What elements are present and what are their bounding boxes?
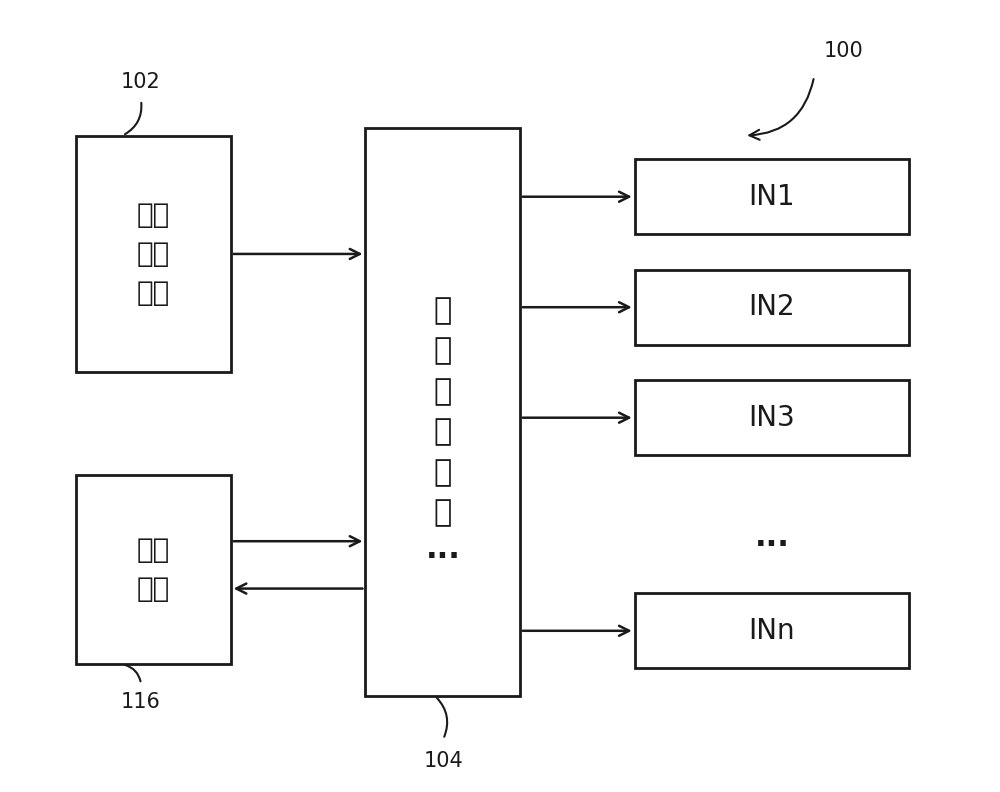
Text: 116: 116 bbox=[121, 692, 161, 712]
Bar bbox=[635, 593, 909, 668]
Bar bbox=[76, 135, 231, 372]
Text: 燃
料
控
制
单
元: 燃 料 控 制 单 元 bbox=[434, 296, 452, 527]
Text: 100: 100 bbox=[824, 40, 864, 60]
Bar bbox=[635, 159, 909, 234]
Bar bbox=[635, 270, 909, 345]
Text: IN3: IN3 bbox=[748, 404, 795, 432]
Text: IN1: IN1 bbox=[748, 183, 795, 211]
Bar bbox=[365, 128, 520, 696]
Text: 102: 102 bbox=[121, 72, 161, 92]
Bar bbox=[635, 380, 909, 455]
Text: IN2: IN2 bbox=[748, 293, 795, 322]
Text: 负载
确定
单元: 负载 确定 单元 bbox=[137, 201, 170, 307]
Text: INn: INn bbox=[748, 617, 795, 645]
Text: ···: ··· bbox=[426, 543, 461, 573]
Text: ···: ··· bbox=[755, 531, 790, 561]
Bar bbox=[76, 475, 231, 664]
Text: 存储
单元: 存储 单元 bbox=[137, 536, 170, 604]
Text: 104: 104 bbox=[423, 751, 463, 771]
